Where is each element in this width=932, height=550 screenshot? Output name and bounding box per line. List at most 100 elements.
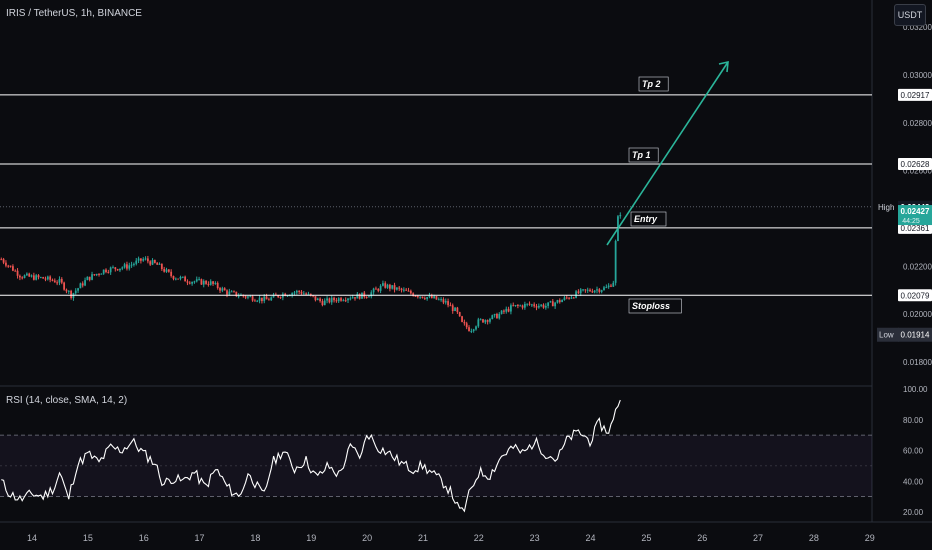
candle-body xyxy=(74,290,77,294)
candle-body xyxy=(558,300,561,303)
candle-body xyxy=(51,279,54,281)
candle-body xyxy=(5,262,7,266)
candle-body xyxy=(398,287,401,289)
candle-body xyxy=(167,269,170,272)
candle-body xyxy=(79,283,82,289)
candle-body xyxy=(279,297,282,299)
candle-body xyxy=(337,298,340,302)
candle-body xyxy=(67,290,70,292)
candle-body xyxy=(221,288,224,291)
candle-body xyxy=(316,298,319,301)
candle-body xyxy=(123,264,126,268)
candle-body xyxy=(533,304,536,307)
time-tick-label: 17 xyxy=(195,533,205,543)
candle-body xyxy=(451,305,454,312)
candle-body xyxy=(84,280,86,286)
candle-body xyxy=(251,296,254,301)
candle-body xyxy=(258,297,261,301)
candle-body xyxy=(370,292,373,297)
candle-body xyxy=(551,301,554,307)
candle-body xyxy=(100,273,103,275)
candle-body xyxy=(226,290,228,295)
candle-body xyxy=(486,320,489,322)
candle-body xyxy=(375,288,377,290)
candle-body xyxy=(579,289,582,294)
candle-body xyxy=(556,300,559,303)
candle-body xyxy=(212,281,214,284)
candle-body xyxy=(0,259,3,261)
rsi-tick-label: 100.00 xyxy=(903,385,928,394)
price-tick-label: 0.02800 xyxy=(903,119,932,128)
candle-body xyxy=(107,272,110,274)
candle-body xyxy=(605,287,608,289)
time-tick-label: 22 xyxy=(474,533,484,543)
candle-body xyxy=(109,267,112,273)
candle-body xyxy=(340,298,342,301)
trade-levels: 0.02917 0.02628 0.02361 0.02079 Tp 2 Tp 1 Entr… xyxy=(0,76,932,314)
time-tick-label: 19 xyxy=(306,533,316,543)
rsi-tick-label: 60.00 xyxy=(903,447,924,456)
candle-body xyxy=(114,267,117,270)
candle-body xyxy=(500,310,503,314)
candle-body xyxy=(25,273,28,276)
candle-body xyxy=(475,326,477,330)
low-price-badge xyxy=(898,327,932,342)
candle-body xyxy=(444,301,447,303)
candle-body xyxy=(565,297,568,299)
candle-body xyxy=(23,275,26,278)
candle-body xyxy=(223,288,226,291)
candle-body xyxy=(295,290,298,293)
candle-body xyxy=(42,277,45,279)
candle-body xyxy=(530,304,533,306)
level-price-value: 0.02917 xyxy=(901,91,930,100)
level-text-label: Tp 2 xyxy=(642,79,661,89)
low-label: Low xyxy=(879,331,894,340)
candle-body xyxy=(519,305,522,307)
candle-body xyxy=(572,297,575,299)
candle-body xyxy=(146,258,149,262)
candle-body xyxy=(528,303,531,305)
candle-body xyxy=(142,259,145,261)
candle-body xyxy=(179,276,182,279)
candle-body xyxy=(456,307,459,313)
candle-body xyxy=(277,295,280,298)
level-price-badge xyxy=(898,88,932,101)
currency-button[interactable]: USDT xyxy=(894,4,926,26)
candle-body xyxy=(193,281,196,283)
candle-body xyxy=(9,265,12,267)
candle-body xyxy=(454,307,456,312)
level-text-box xyxy=(628,147,659,163)
time-tick-label: 16 xyxy=(139,533,149,543)
candle-body xyxy=(389,284,391,289)
candle-body xyxy=(298,290,301,292)
candle-body xyxy=(619,214,622,217)
time-tick-label: 24 xyxy=(585,533,595,543)
candle-body xyxy=(542,304,545,308)
price-tick-label: 0.03200 xyxy=(903,23,932,32)
candle-body xyxy=(540,304,543,306)
candle-body xyxy=(202,280,205,285)
candle-body xyxy=(261,297,263,302)
candle-body xyxy=(174,278,177,280)
candle-body xyxy=(575,291,577,298)
candle-body xyxy=(614,241,617,283)
candle-body xyxy=(414,295,417,297)
candle-body xyxy=(126,264,128,269)
candle-body xyxy=(91,274,93,280)
candle-body xyxy=(421,296,424,299)
time-tick-label: 23 xyxy=(530,533,540,543)
candle-body xyxy=(549,301,552,303)
candle-body xyxy=(93,274,96,276)
level-text-label: Entry xyxy=(634,214,658,224)
candle-body xyxy=(507,308,510,312)
rsi-tick-label: 20.00 xyxy=(903,508,924,517)
candle-body xyxy=(16,270,19,276)
candle-body xyxy=(53,280,56,283)
candle-body xyxy=(437,299,440,301)
level-price-value: 0.02079 xyxy=(901,291,930,300)
candle-body xyxy=(30,275,33,277)
candle-body xyxy=(130,264,133,266)
candle-body xyxy=(402,289,405,291)
candle-body xyxy=(458,312,461,317)
